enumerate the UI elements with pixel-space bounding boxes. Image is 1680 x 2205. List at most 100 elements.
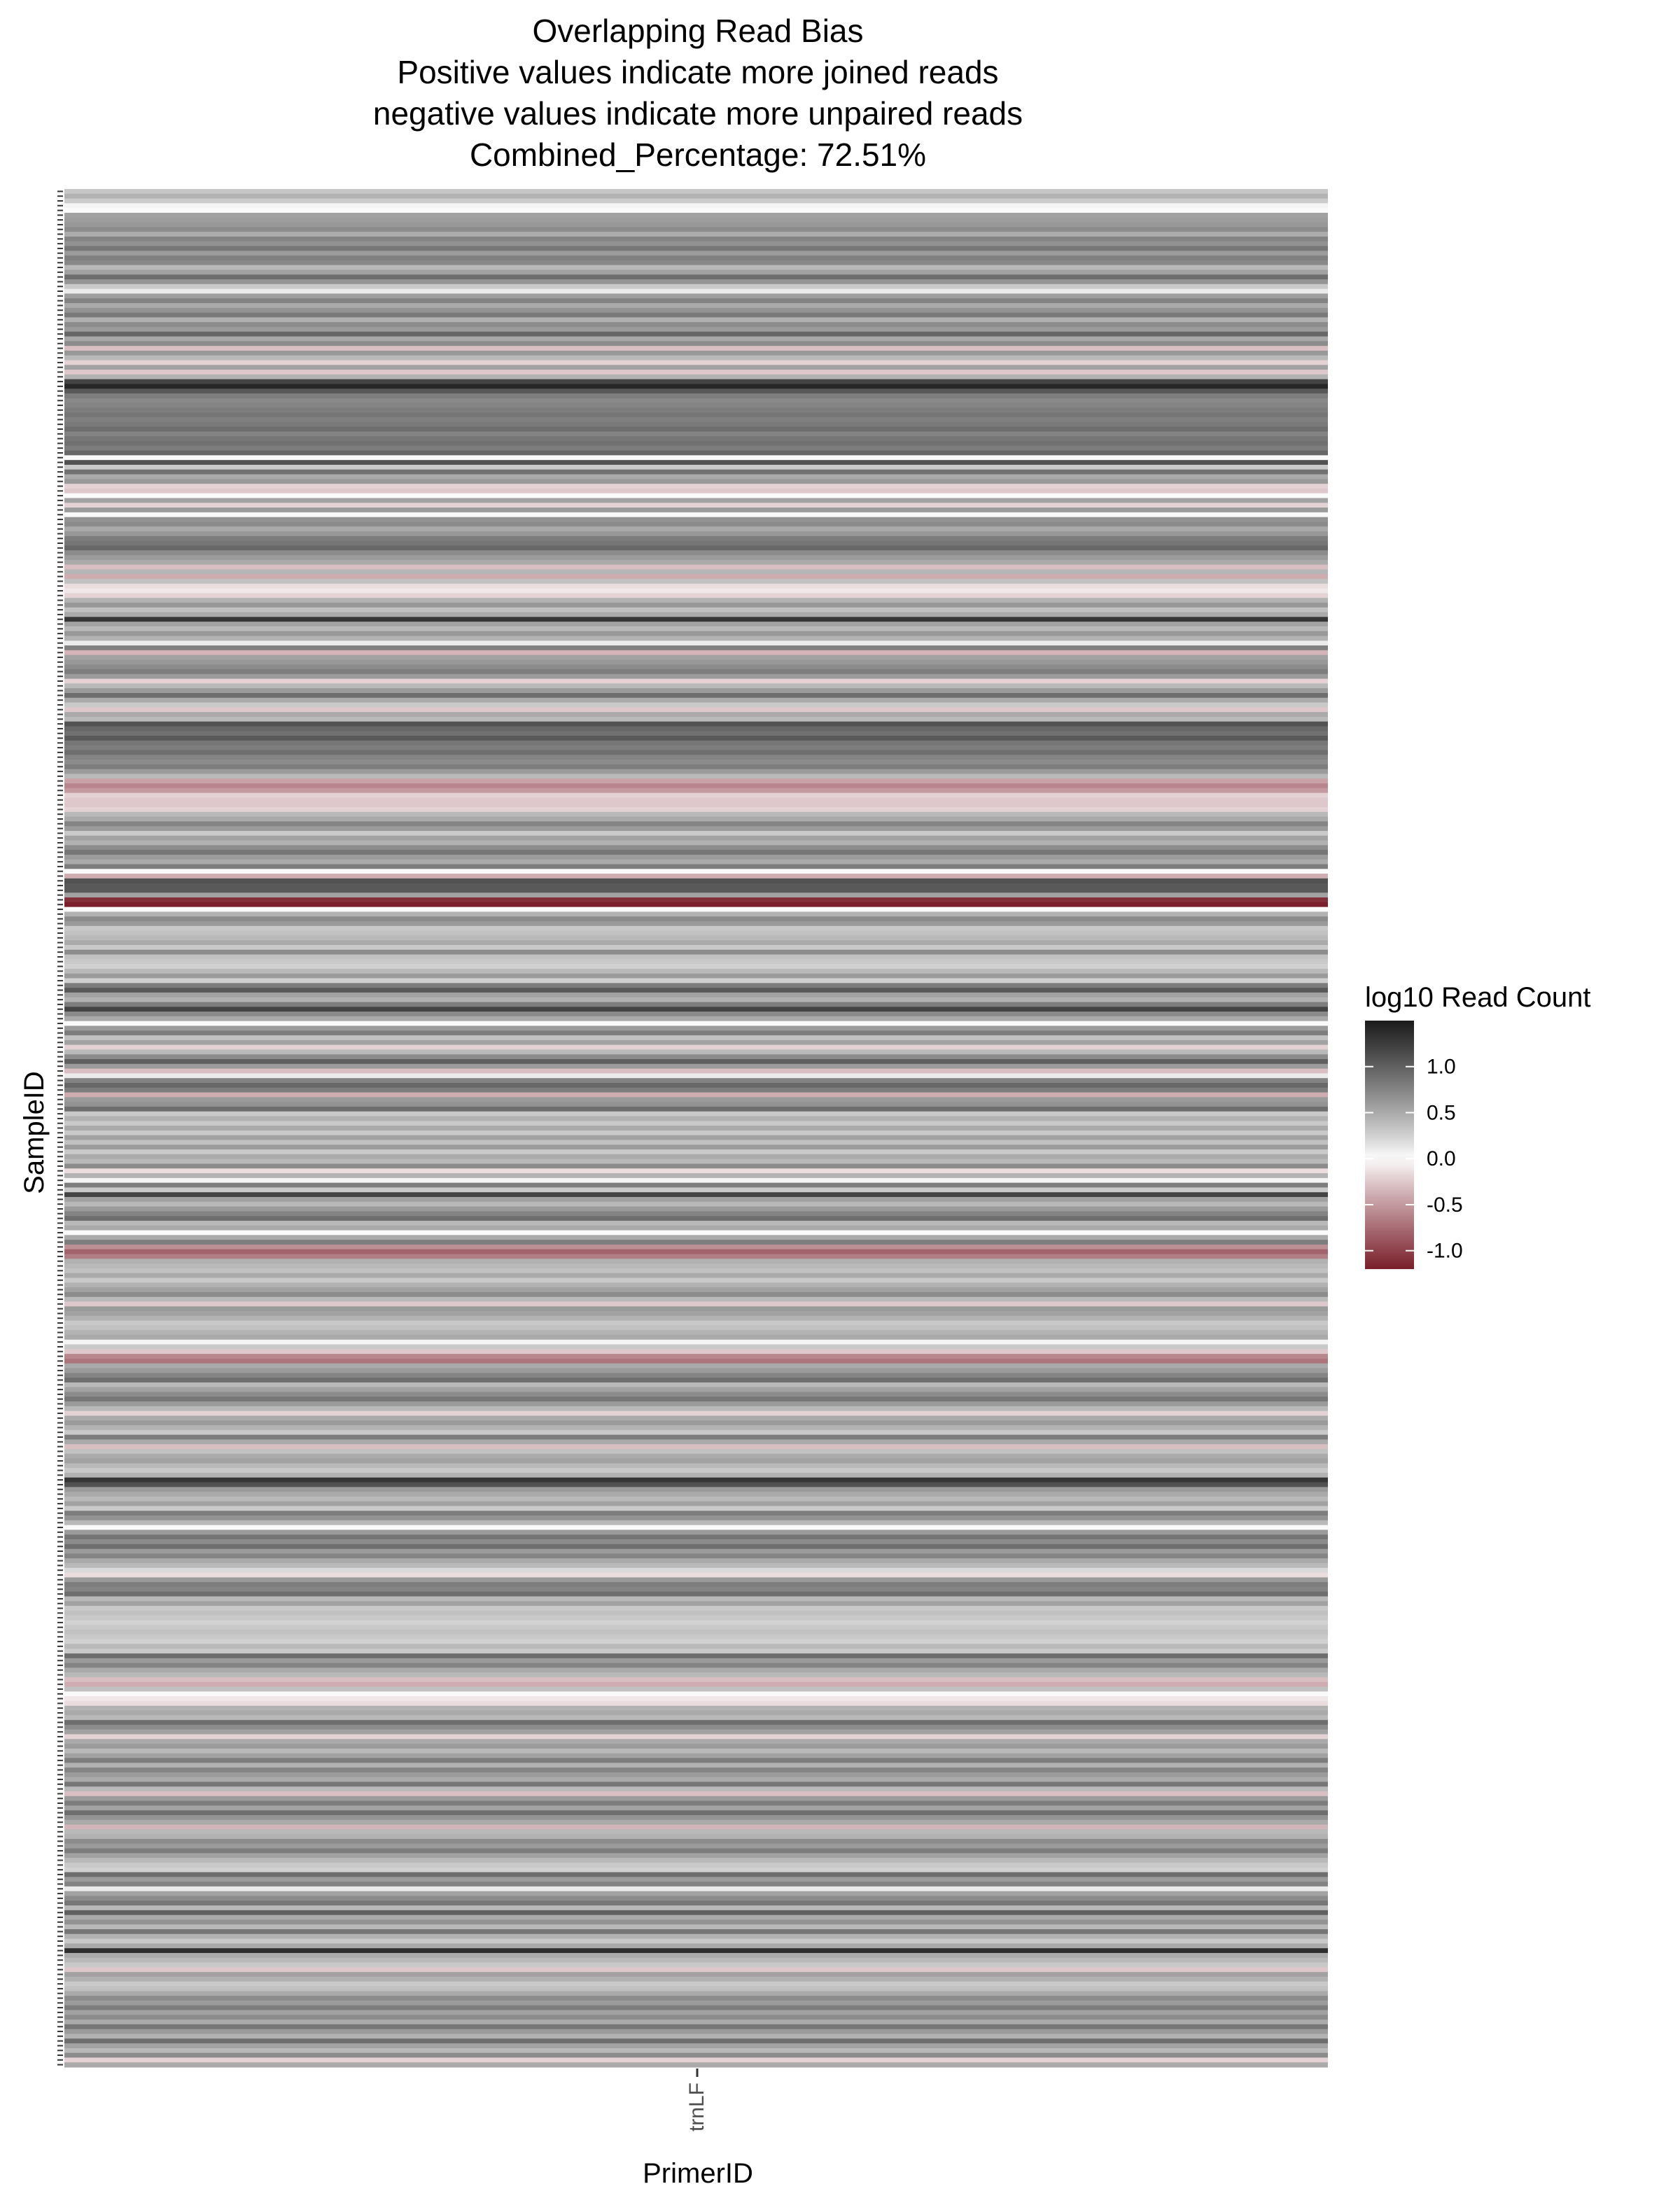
heatmap-cell bbox=[64, 1553, 1328, 1559]
heatmap-cell bbox=[64, 1492, 1328, 1497]
heatmap-cell bbox=[64, 365, 1328, 370]
heatmap-cell bbox=[64, 1962, 1328, 1968]
heatmap-cell bbox=[64, 1439, 1328, 1445]
heatmap-cell bbox=[64, 902, 1328, 908]
heatmap-cell bbox=[64, 1567, 1328, 1574]
heatmap-cell bbox=[64, 1177, 1328, 1184]
heatmap-cell bbox=[64, 1325, 1328, 1331]
heatmap-cell bbox=[64, 1724, 1328, 1730]
heatmap-cell bbox=[64, 1858, 1328, 1863]
heatmap-cell bbox=[64, 540, 1328, 547]
heatmap-cell bbox=[64, 1710, 1328, 1716]
heatmap-cell bbox=[64, 1782, 1328, 1787]
heatmap-cell bbox=[64, 1986, 1328, 1991]
heatmap-cell bbox=[64, 1121, 1328, 1126]
heatmap-cell bbox=[64, 1330, 1328, 1336]
heatmap-rows bbox=[64, 189, 1328, 2068]
heatmap-cell bbox=[64, 973, 1328, 979]
color-legend: log10 Read Count -1.0 -0.5 0.0 0.5 1.0 bbox=[1365, 982, 1590, 1269]
heatmap-cell bbox=[64, 550, 1328, 556]
heatmap-cell bbox=[64, 1444, 1328, 1450]
heatmap-cell bbox=[64, 1387, 1328, 1393]
heatmap-cell bbox=[64, 336, 1328, 342]
heatmap-cell bbox=[64, 1824, 1328, 1830]
heatmap-cell bbox=[64, 1230, 1328, 1236]
heatmap-cell bbox=[64, 1363, 1328, 1369]
heatmap-cell bbox=[64, 350, 1328, 356]
heatmap-cell bbox=[64, 370, 1328, 375]
heatmap-cell bbox=[64, 736, 1328, 741]
heatmap-cell bbox=[64, 788, 1328, 794]
heatmap-cell bbox=[64, 488, 1328, 494]
heatmap-cell bbox=[64, 2052, 1328, 2059]
heatmap-cell bbox=[64, 303, 1328, 309]
heatmap-cell bbox=[64, 474, 1328, 479]
heatmap-cell bbox=[64, 874, 1328, 879]
heatmap-cell bbox=[64, 697, 1328, 704]
heatmap-cell bbox=[64, 1278, 1328, 1283]
heatmap-cell bbox=[64, 940, 1328, 946]
heatmap-cell bbox=[64, 531, 1328, 537]
heatmap-cell bbox=[64, 317, 1328, 323]
heatmap-cell bbox=[64, 1606, 1328, 1611]
heatmap-cell bbox=[64, 1315, 1328, 1322]
heatmap-cell bbox=[64, 388, 1328, 394]
x-axis: trnLF PrimerID bbox=[643, 2068, 753, 2189]
y-axis-title: SampleID bbox=[19, 1071, 50, 1194]
heatmap-cell bbox=[64, 1396, 1328, 1402]
heatmap-cell bbox=[64, 1111, 1328, 1117]
heatmap-cell bbox=[64, 869, 1328, 874]
heatmap-cell bbox=[64, 617, 1328, 622]
heatmap-cell bbox=[64, 1672, 1328, 1678]
heatmap-cell bbox=[64, 355, 1328, 361]
heatmap-cell bbox=[64, 816, 1328, 822]
heatmap-cell bbox=[64, 811, 1328, 818]
heatmap-cell bbox=[64, 1126, 1328, 1131]
x-axis-title: PrimerID bbox=[643, 2158, 753, 2189]
heatmap-cell bbox=[64, 840, 1328, 846]
heatmap-cell bbox=[64, 426, 1328, 433]
heatmap-cell bbox=[64, 1429, 1328, 1436]
heatmap-cell bbox=[64, 1116, 1328, 1121]
heatmap-cell bbox=[64, 1287, 1328, 1293]
heatmap-cell bbox=[64, 1943, 1328, 1949]
heatmap-cell bbox=[64, 536, 1328, 542]
heatmap-cell bbox=[64, 421, 1328, 428]
heatmap-cell bbox=[64, 1976, 1328, 1982]
heatmap-cell bbox=[64, 864, 1328, 869]
heatmap-cell bbox=[64, 1615, 1328, 1621]
heatmap-cell bbox=[64, 988, 1328, 993]
heatmap-cell bbox=[64, 1235, 1328, 1240]
heatmap-cell bbox=[64, 189, 1328, 195]
heatmap-cell bbox=[64, 949, 1328, 955]
heatmap-cell bbox=[64, 265, 1328, 271]
heatmap-cell bbox=[64, 312, 1328, 318]
heatmap-cell bbox=[64, 1586, 1328, 1592]
heatmap-cell bbox=[64, 331, 1328, 337]
heatmap-cell bbox=[64, 1040, 1328, 1046]
legend-tick-label: 0.5 bbox=[1427, 1101, 1456, 1124]
heatmap-cell bbox=[64, 469, 1328, 475]
heatmap-cell bbox=[64, 1415, 1328, 1421]
heatmap-cell bbox=[64, 1016, 1328, 1022]
heatmap-cell bbox=[64, 1810, 1328, 1816]
heatmap-cell bbox=[64, 1644, 1328, 1649]
heatmap-cell bbox=[64, 1548, 1328, 1555]
heatmap-cell bbox=[64, 1240, 1328, 1245]
heatmap-cell bbox=[64, 1011, 1328, 1017]
heatmap-cell bbox=[64, 1273, 1328, 1279]
heatmap-cell bbox=[64, 260, 1328, 266]
heatmap-cell bbox=[64, 688, 1328, 694]
heatmap-cell bbox=[64, 1501, 1328, 1507]
heatmap-cell bbox=[64, 479, 1328, 484]
heatmap-cell bbox=[64, 384, 1328, 389]
heatmap-cell bbox=[64, 436, 1328, 442]
heatmap-cell bbox=[64, 1648, 1328, 1654]
heatmap-cell bbox=[64, 517, 1328, 523]
heatmap-cell bbox=[64, 750, 1328, 755]
heatmap-cell bbox=[64, 1877, 1328, 1882]
heatmap-cell bbox=[64, 288, 1328, 295]
heatmap-cell bbox=[64, 1744, 1328, 1749]
heatmap-cell bbox=[64, 1891, 1328, 1897]
heatmap-cell bbox=[64, 1382, 1328, 1388]
